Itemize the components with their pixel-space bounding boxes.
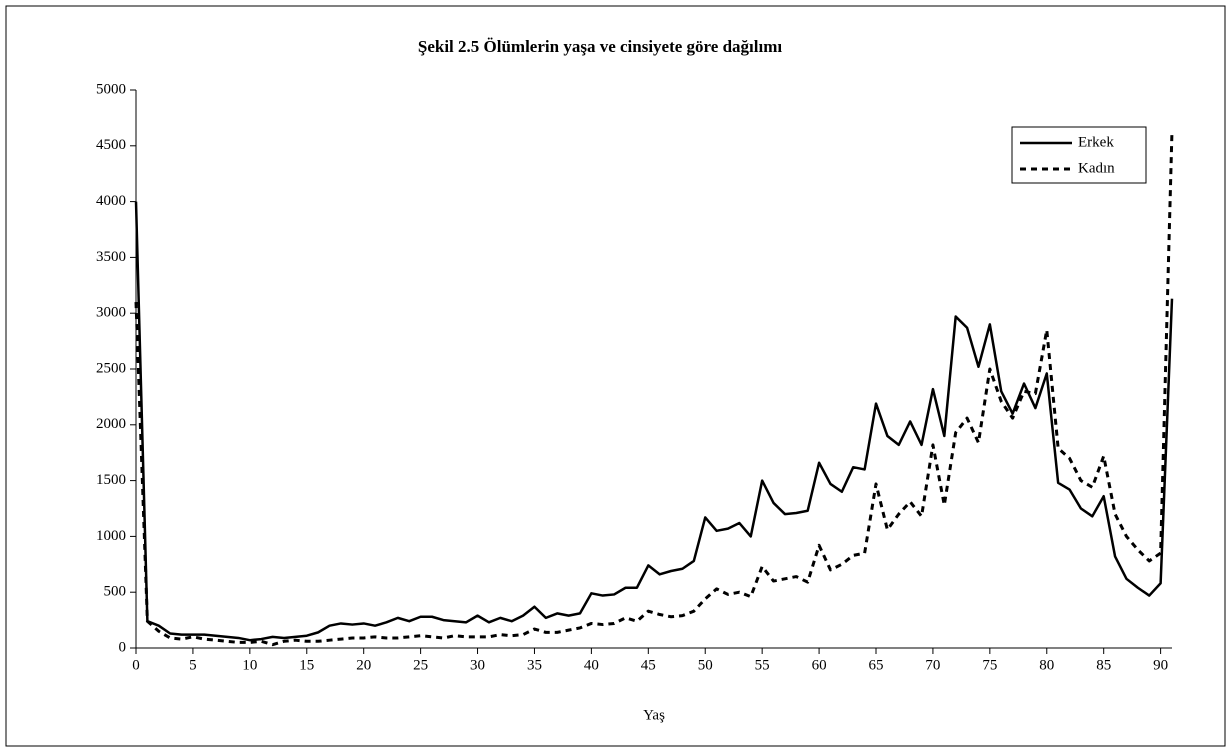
x-tick-label: 30 bbox=[470, 657, 485, 673]
line bbox=[134, 130, 1174, 647]
x-tick-label: 60 bbox=[812, 657, 827, 673]
chart-title: Şekil 2.5 Ölümlerin yaşa ve cinsiyete gö… bbox=[418, 37, 782, 56]
y-tick-label: 0 bbox=[119, 639, 127, 655]
x-tick-label: 5 bbox=[189, 657, 197, 673]
x-tick-label: 35 bbox=[527, 657, 542, 673]
x-tick-label: 85 bbox=[1096, 657, 1111, 673]
x-tick-label: 25 bbox=[413, 657, 428, 673]
legend-label: Kadın bbox=[1078, 160, 1115, 176]
legend-box bbox=[1011, 126, 1147, 184]
x-tick-label: 20 bbox=[356, 657, 371, 673]
legend-label: Erkek bbox=[1078, 134, 1114, 150]
x-tick-label: 40 bbox=[584, 657, 599, 673]
x-tick-label: 70 bbox=[925, 657, 940, 673]
x-tick-label: 10 bbox=[242, 657, 257, 673]
y-tick-label: 3500 bbox=[96, 249, 126, 265]
y-tick-label: 1500 bbox=[96, 472, 126, 488]
line bbox=[134, 201, 1174, 642]
x-tick-label: 90 bbox=[1153, 657, 1168, 673]
x-tick-label: 55 bbox=[755, 657, 770, 673]
x-tick-label: 75 bbox=[982, 657, 997, 673]
x-tick-label: 80 bbox=[1039, 657, 1054, 673]
y-tick-label: 5000 bbox=[96, 81, 126, 97]
y-tick-label: 3000 bbox=[96, 305, 126, 321]
x-tick-label: 50 bbox=[698, 657, 713, 673]
frame bbox=[5, 5, 1226, 747]
x-tick-label: 65 bbox=[869, 657, 884, 673]
y-tick-label: 4500 bbox=[96, 137, 126, 153]
y-tick-label: 1000 bbox=[96, 528, 126, 544]
y-tick-label: 4000 bbox=[96, 193, 126, 209]
y-tick-label: 2000 bbox=[96, 416, 126, 432]
x-tick-label: 15 bbox=[299, 657, 314, 673]
x-axis-label: Yaş bbox=[643, 707, 665, 723]
y-tick-label: 500 bbox=[104, 584, 127, 600]
y-tick-label: 2500 bbox=[96, 360, 126, 376]
x-tick-label: 0 bbox=[132, 657, 140, 673]
x-tick-label: 45 bbox=[641, 657, 656, 673]
